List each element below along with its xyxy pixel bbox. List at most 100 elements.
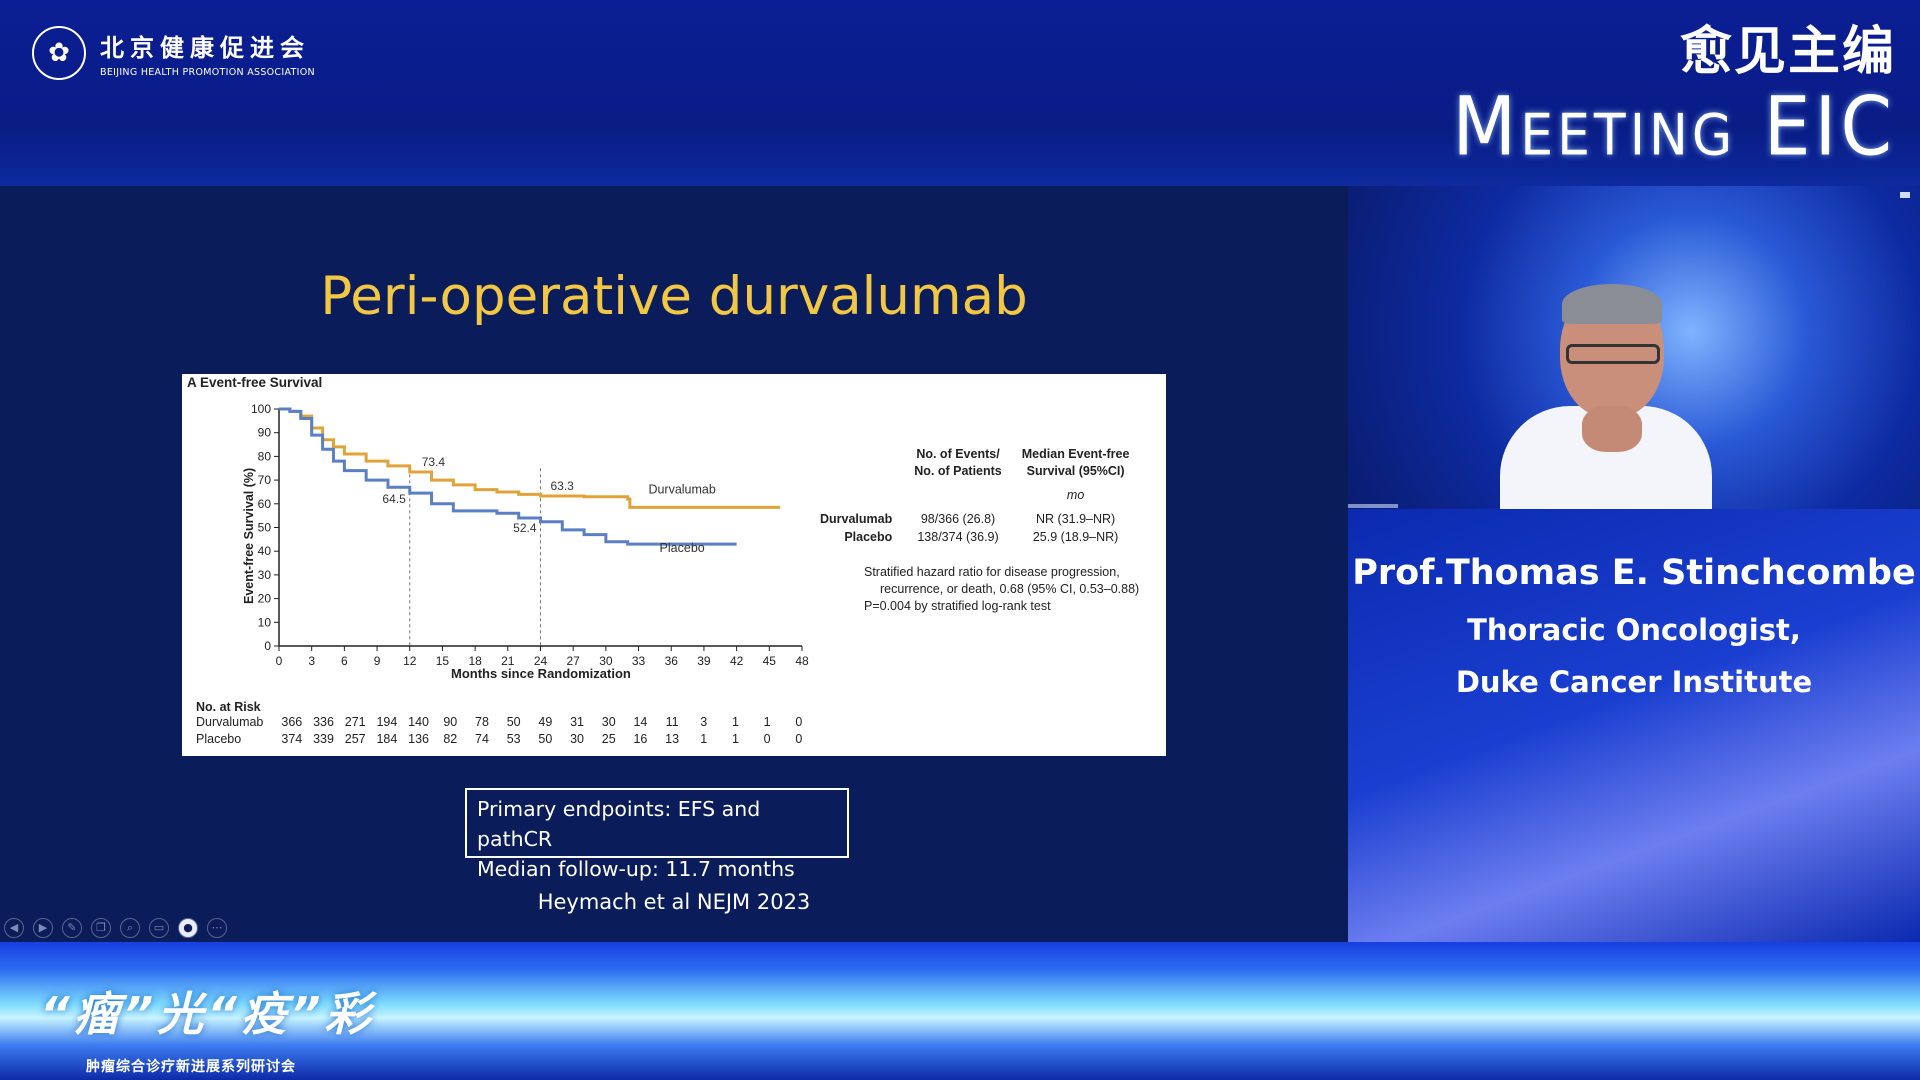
risk-value: 31 <box>570 715 584 729</box>
brand-en: Meeting EIC <box>1452 79 1896 175</box>
risk-row: Placebo 374 339 257 184 136 82 74 53 50 30 25 16 13 1 1… <box>196 731 815 748</box>
speaker-info-panel: Prof.Thomas E. Stinchcombe Thoracic Onco… <box>1348 509 1920 942</box>
risk-value: 11 <box>665 715 679 729</box>
efs-figure: A Event-free Survival Event-free Surviva… <box>182 374 1166 756</box>
citation: Heymach et al NEJM 2023 <box>537 890 811 914</box>
meeting-brand: 愈见主编 Meeting EIC <box>1452 22 1896 174</box>
risk-value: 1 <box>731 732 739 746</box>
y-tick-label: 80 <box>258 449 272 463</box>
hr-note-line: Stratified hazard ratio for disease prog… <box>864 565 1120 579</box>
risk-value: 16 <box>633 732 648 746</box>
x-tick-label: 45 <box>763 654 777 668</box>
risk-value: 194 <box>376 715 398 729</box>
x-tick-label: 18 <box>468 654 482 668</box>
event-title: “瘤”光“疫”彩 <box>40 987 375 1041</box>
x-axis-label: Months since Randomization <box>451 666 631 681</box>
risk-value: 25 <box>601 732 616 746</box>
risk-value: 3 <box>700 715 708 729</box>
prev-icon[interactable]: ◀ <box>4 918 24 938</box>
hr-note-line: recurrence, or death, 0.68 (95% CI, 0.53… <box>880 582 1140 596</box>
subtitle-icon[interactable]: ▭ <box>149 918 169 938</box>
risk-value: 140 <box>408 715 430 729</box>
stats-group: Placebo <box>844 530 893 544</box>
copy-icon[interactable]: ❐ <box>91 918 111 938</box>
risk-value: 1 <box>763 715 771 729</box>
x-tick-label: 9 <box>374 654 381 668</box>
risk-value: 90 <box>443 715 458 729</box>
risk-value: 1 <box>700 732 708 746</box>
speaker-affiliation: Duke Cancer Institute <box>1455 665 1813 699</box>
speaker-video <box>1348 186 1920 509</box>
stats-unit: mo <box>1066 488 1085 502</box>
x-tick-label: 15 <box>436 654 450 668</box>
risk-value: 336 <box>313 715 334 729</box>
org-name-cn: 北京健康促进会 <box>100 34 310 62</box>
pen-icon[interactable]: ✎ <box>62 918 82 938</box>
stats-header-events: No. of Events/No. of Patients <box>914 447 1002 478</box>
risk-value: 14 <box>633 715 648 729</box>
brand-cn: 愈见主编 <box>1679 22 1896 82</box>
y-tick-label: 10 <box>258 615 272 629</box>
hazard-ratio-note: Stratified hazard ratio for disease prog… <box>864 564 1139 615</box>
speaker-name: Prof.Thomas E. Stinchcombe <box>1352 553 1916 593</box>
y-tick-label: 0 <box>264 639 271 653</box>
presentation-slide: Peri-operative durvalumab A Event-free S… <box>0 186 1348 942</box>
hr-note-line: P=0.004 by stratified log-rank test <box>864 599 1051 613</box>
stats-median: 25.9 (18.9–NR) <box>1032 530 1119 544</box>
endpoint-line: Primary endpoints: EFS and pathCR <box>477 797 761 851</box>
series-label: Placebo <box>660 541 705 555</box>
stats-events: 138/374 (36.9) <box>917 530 999 544</box>
risk-row-label: Durvalumab <box>196 715 264 729</box>
y-tick-label: 90 <box>258 426 272 440</box>
stats-row: Placebo 138/374 (36.9) 25.9 (18.9–NR) <box>810 528 1139 546</box>
data-label: 64.5 <box>382 492 406 506</box>
x-tick-label: 0 <box>276 654 283 668</box>
x-tick-label: 3 <box>308 654 315 668</box>
series-label: Durvalumab <box>648 482 715 496</box>
figure-label: A Event-free Survival <box>187 375 323 390</box>
km-curve-durvalumab <box>279 407 781 509</box>
risk-row: Durvalumab 366 336 271 194 140 90 78 50 49 31 30 14 1… <box>196 714 815 731</box>
stats-row: Durvalumab 98/366 (26.8) NR (31.9–NR) <box>810 510 1139 528</box>
next-icon[interactable]: ▶ <box>33 918 53 938</box>
risk-value: 53 <box>506 732 521 746</box>
risk-value: 50 <box>506 715 521 729</box>
video-label-bar <box>1348 504 1398 508</box>
risk-row-label: Placebo <box>196 732 242 746</box>
risk-value: 82 <box>443 732 458 746</box>
stats-events: 98/366 (26.8) <box>920 512 996 526</box>
risk-value: 366 <box>281 715 303 729</box>
top-banner: ✿ 北京健康促进会 BEIJING HEALTH PROMOTION ASSOC… <box>0 0 1920 186</box>
y-tick-label: 40 <box>258 544 272 558</box>
risk-table-title: No. at Risk <box>196 700 261 714</box>
data-label: 73.4 <box>422 455 446 469</box>
data-label: 63.3 <box>551 479 575 493</box>
y-tick-label: 70 <box>258 473 272 487</box>
x-tick-label: 27 <box>567 654 581 668</box>
more-icon[interactable]: ⋯ <box>207 918 227 938</box>
risk-value: 0 <box>795 715 803 729</box>
risk-value: 0 <box>763 732 771 746</box>
x-tick-label: 42 <box>730 654 744 668</box>
y-tick-label: 100 <box>251 402 271 416</box>
risk-value: 0 <box>795 732 803 746</box>
x-tick-label: 12 <box>403 654 417 668</box>
zoom-icon[interactable]: ⌕ <box>120 918 140 938</box>
y-tick-label: 20 <box>258 592 272 606</box>
y-tick-label: 50 <box>258 521 272 535</box>
org-branding: ✿ 北京健康促进会 BEIJING HEALTH PROMOTION ASSOC… <box>32 26 315 80</box>
x-tick-label: 21 <box>501 654 515 668</box>
endpoint-box: Primary endpoints: EFS and pathCR Median… <box>465 788 849 881</box>
org-name-en: BEIJING HEALTH PROMOTION ASSOCIATION <box>100 67 315 78</box>
risk-value: 49 <box>538 715 553 729</box>
risk-value: 78 <box>475 715 489 729</box>
stats-median: NR (31.9–NR) <box>1036 512 1116 526</box>
y-tick-label: 60 <box>258 497 272 511</box>
x-tick-label: 39 <box>697 654 711 668</box>
risk-table: No. at Risk Durvalumab 366 336 271 194 140 90 7… <box>196 700 815 748</box>
camera-icon[interactable]: ● <box>178 918 198 938</box>
expand-icon[interactable] <box>1900 192 1910 198</box>
x-tick-label: 30 <box>599 654 613 668</box>
risk-value: 136 <box>408 732 430 746</box>
